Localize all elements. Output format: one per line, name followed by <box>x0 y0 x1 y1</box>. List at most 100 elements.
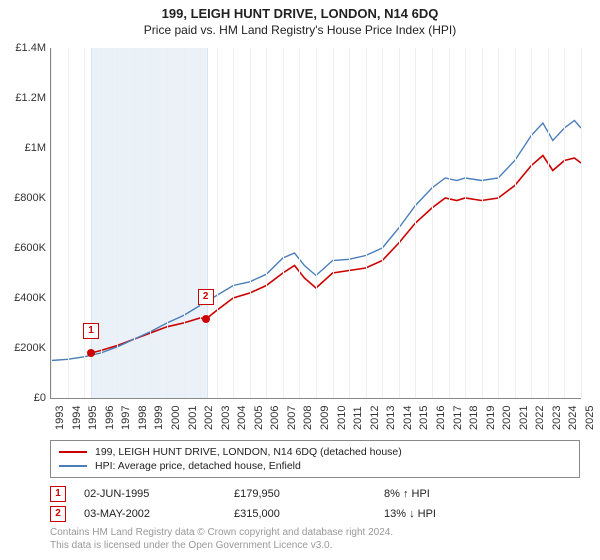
marker-label: 1 <box>83 323 99 339</box>
x-axis-tick-label: 2025 <box>584 406 596 430</box>
y-axis-tick-label: £1.2M <box>0 92 46 104</box>
series-line-property <box>91 156 581 354</box>
x-axis-tick-label: 1999 <box>153 406 165 430</box>
gridline-vertical <box>515 48 516 398</box>
y-axis-tick-label: £800K <box>0 192 46 204</box>
chart-subtitle: Price paid vs. HM Land Registry's House … <box>0 21 600 41</box>
transaction-marker: 2 <box>50 506 66 522</box>
x-axis-tick-label: 2016 <box>435 406 447 430</box>
gridline-vertical <box>498 48 499 398</box>
legend-swatch <box>59 465 87 467</box>
x-axis-tick-label: 2017 <box>452 406 464 430</box>
gridline-vertical <box>449 48 450 398</box>
x-axis-tick-label: 2024 <box>567 406 579 430</box>
x-axis-tick-label: 2011 <box>352 406 364 430</box>
transaction-date: 02-JUN-1995 <box>84 488 234 500</box>
x-axis-tick-label: 2007 <box>286 406 298 430</box>
gridline-vertical <box>184 48 185 398</box>
gridline-vertical <box>217 48 218 398</box>
gridline-vertical <box>333 48 334 398</box>
x-axis-tick-label: 2002 <box>203 406 215 430</box>
gridline-vertical <box>51 48 52 398</box>
legend-item: HPI: Average price, detached house, Enfi… <box>59 459 571 473</box>
gridline-vertical <box>482 48 483 398</box>
transaction-row: 1 02-JUN-1995£179,9508% ↑ HPI <box>50 484 580 504</box>
plot-area: 12 <box>50 48 581 399</box>
gridline-vertical <box>299 48 300 398</box>
gridline-vertical <box>84 48 85 398</box>
gridline-vertical <box>233 48 234 398</box>
x-axis-tick-label: 2006 <box>269 406 281 430</box>
x-axis-tick-label: 2023 <box>551 406 563 430</box>
legend-label: 199, LEIGH HUNT DRIVE, LONDON, N14 6DQ (… <box>95 446 402 458</box>
transaction-price: £315,000 <box>234 508 384 520</box>
transaction-delta: 13% ↓ HPI <box>384 508 534 520</box>
gridline-vertical <box>531 48 532 398</box>
gridline-vertical <box>283 48 284 398</box>
y-axis-tick-label: £600K <box>0 242 46 254</box>
y-axis-tick-label: £400K <box>0 292 46 304</box>
x-axis-tick-label: 1998 <box>137 406 149 430</box>
gridline-vertical <box>548 48 549 398</box>
x-axis-tick-label: 2009 <box>319 406 331 430</box>
gridline-vertical <box>366 48 367 398</box>
gridline-vertical <box>68 48 69 398</box>
legend-swatch <box>59 451 87 453</box>
transaction-delta: 8% ↑ HPI <box>384 488 534 500</box>
x-axis-tick-label: 2014 <box>402 406 414 430</box>
x-axis-tick-label: 2018 <box>468 406 480 430</box>
gridline-vertical <box>349 48 350 398</box>
gridline-vertical <box>134 48 135 398</box>
transaction-row: 2 03-MAY-2002£315,00013% ↓ HPI <box>50 504 580 524</box>
gridline-vertical <box>564 48 565 398</box>
y-axis-tick-label: £1M <box>0 142 46 154</box>
gridline-vertical <box>415 48 416 398</box>
x-axis-tick-label: 2001 <box>187 406 199 430</box>
gridline-vertical <box>150 48 151 398</box>
gridline-vertical <box>465 48 466 398</box>
footer-line: Contains HM Land Registry data © Crown c… <box>50 526 580 539</box>
transaction-marker: 1 <box>50 486 66 502</box>
transaction-price: £179,950 <box>234 488 384 500</box>
x-axis-tick-label: 2010 <box>336 406 348 430</box>
y-axis-tick-label: £0 <box>0 392 46 404</box>
x-axis-tick-label: 2021 <box>518 406 530 430</box>
footer-line: This data is licensed under the Open Gov… <box>50 539 580 552</box>
legend-item: 199, LEIGH HUNT DRIVE, LONDON, N14 6DQ (… <box>59 445 571 459</box>
x-axis-tick-label: 1997 <box>120 406 132 430</box>
x-axis-tick-label: 1993 <box>54 406 66 430</box>
gridline-vertical <box>382 48 383 398</box>
x-axis-tick-label: 2000 <box>170 406 182 430</box>
gridline-vertical <box>581 48 582 398</box>
transaction-date: 03-MAY-2002 <box>84 508 234 520</box>
chart-container: { "title": "199, LEIGH HUNT DRIVE, LONDO… <box>0 0 600 560</box>
x-axis-tick-label: 2005 <box>253 406 265 430</box>
x-axis-tick-label: 2022 <box>534 406 546 430</box>
x-axis-tick-label: 2003 <box>220 406 232 430</box>
transactions-table: 1 02-JUN-1995£179,9508% ↑ HPI 2 03-MAY-2002… <box>50 484 580 524</box>
x-axis-tick-label: 1995 <box>87 406 99 430</box>
gridline-vertical <box>167 48 168 398</box>
gridline-vertical <box>250 48 251 398</box>
legend-label: HPI: Average price, detached house, Enfi… <box>95 460 301 472</box>
x-axis-tick-label: 2019 <box>485 406 497 430</box>
y-axis-tick-label: £1.4M <box>0 42 46 54</box>
chart-title: 199, LEIGH HUNT DRIVE, LONDON, N14 6DQ <box>0 0 600 21</box>
x-axis-tick-label: 2004 <box>236 406 248 430</box>
gridline-vertical <box>399 48 400 398</box>
gridline-vertical <box>266 48 267 398</box>
x-axis-tick-label: 1996 <box>104 406 116 430</box>
x-axis-tick-label: 2015 <box>418 406 430 430</box>
x-axis-tick-label: 1994 <box>71 406 83 430</box>
footer-attribution: Contains HM Land Registry data © Crown c… <box>50 526 580 552</box>
x-axis-tick-label: 2008 <box>302 406 314 430</box>
marker-label: 2 <box>198 289 214 305</box>
gridline-vertical <box>432 48 433 398</box>
marker-dot <box>202 315 210 323</box>
gridline-vertical <box>316 48 317 398</box>
y-axis-tick-label: £200K <box>0 342 46 354</box>
x-axis-tick-label: 2012 <box>369 406 381 430</box>
gridline-vertical <box>200 48 201 398</box>
x-axis-tick-label: 2020 <box>501 406 513 430</box>
legend-box: 199, LEIGH HUNT DRIVE, LONDON, N14 6DQ (… <box>50 440 580 478</box>
